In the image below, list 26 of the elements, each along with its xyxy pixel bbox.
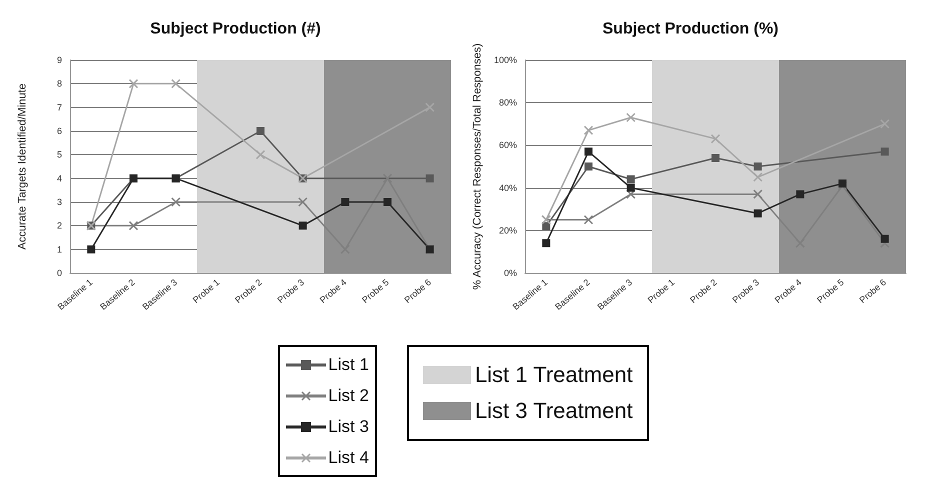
y-tick-label: 0% [504,268,517,278]
legend-label: List 1 [328,354,369,374]
legend-label: List 4 [328,448,369,468]
chart-title: Subject Production (%) [602,20,778,38]
y-tick-label: 8 [56,78,62,89]
chart-title: Subject Production (#) [150,20,321,38]
y-tick-label: 40% [498,182,517,193]
y-tick-label: 1 [56,244,62,254]
y-tick-label: 5 [56,150,62,160]
y-axis-title: Accurate Targets Identified/Minute [16,83,28,250]
y-tick-label: 7 [56,102,62,112]
y-tick-label: 100% [494,55,517,65]
y-tick-label: 3 [56,197,62,207]
legend-label: List 1 Treatment [474,362,633,388]
legend-label: List 3 [328,416,369,436]
legend-label: List 3 Treatment [474,398,633,424]
legend-label: List 2 [328,386,369,406]
y-tick-label: 2 [56,220,62,231]
y-tick-label: 60% [498,140,517,150]
y-axis-title: % Accuracy (Correct Responses/Total Responses) [472,43,484,290]
y-tick-label: 80% [498,98,517,108]
y-tick-label: 4 [56,173,62,184]
y-tick-label: 9 [56,55,62,65]
y-tick-label: 20% [498,225,517,236]
y-tick-label: 0 [56,268,62,278]
y-tick-label: 6 [56,126,62,136]
